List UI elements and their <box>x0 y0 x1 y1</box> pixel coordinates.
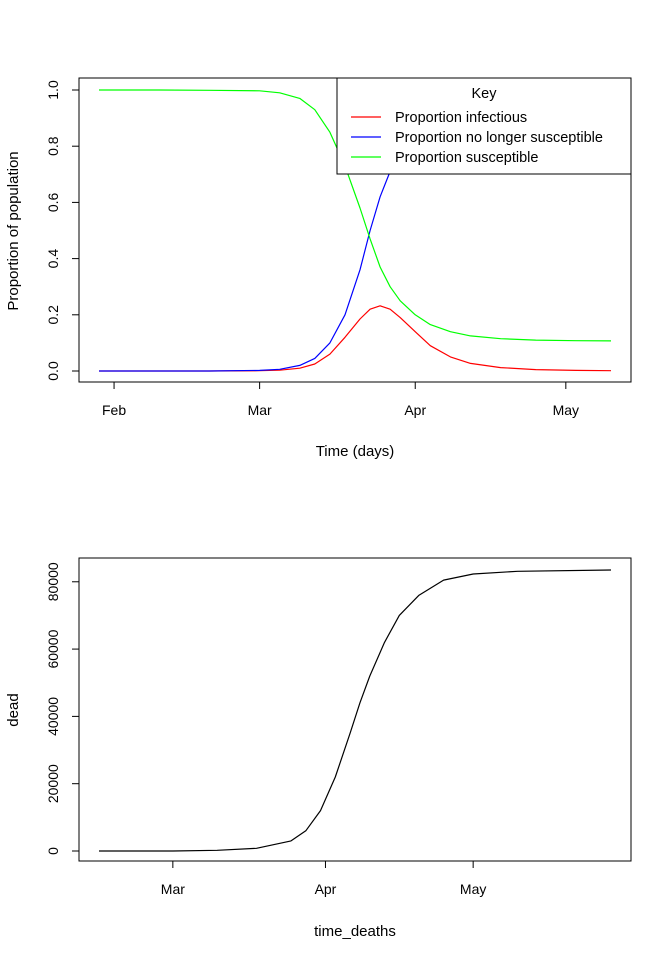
y-tick-label: 80000 <box>45 562 61 601</box>
y-axis-title-1: Proportion of population <box>5 151 22 310</box>
y-tick-label: 0.8 <box>45 136 61 156</box>
series-line <box>99 569 612 852</box>
series-group-2 <box>99 569 612 852</box>
series-line-proportion-infectious <box>99 305 612 372</box>
y-tick-label: 0.6 <box>45 192 61 212</box>
x-tick-label: Feb <box>102 402 126 418</box>
y-tick-label: 0.4 <box>45 249 61 269</box>
x-axis-title-1: Time (days) <box>316 443 395 460</box>
x-tick-label: May <box>553 402 579 418</box>
x-axis-1: Feb Mar Apr May <box>102 381 579 418</box>
x-axis-2: Mar Apr May <box>161 860 486 897</box>
panel-1: Feb Mar Apr May 0.0 0.2 0.4 0.6 0.8 1.0 Time (da… <box>5 77 632 460</box>
legend-label-infectious: Proportion infectious <box>395 110 527 126</box>
y-axis-title-2: dead <box>5 693 22 726</box>
legend-label-susceptible: Proportion susceptible <box>395 150 538 166</box>
y-tick-label: 0.2 <box>45 305 61 325</box>
x-tick-label: Apr <box>404 402 426 418</box>
x-tick-label: Mar <box>161 881 185 897</box>
legend-box <box>336 77 632 175</box>
y-axis-2: 0 20000 40000 60000 80000 <box>45 562 80 855</box>
series-line-proportion-no-longer-susceptible <box>99 161 396 372</box>
panel-2: Mar Apr May 0 20000 40000 60000 80000 time_dea… <box>5 557 632 940</box>
legend: Key Proportion infectious Proportion no … <box>336 77 632 175</box>
y-tick-label: 60000 <box>45 629 61 668</box>
legend-label-no-longer-susceptible: Proportion no longer susceptible <box>395 130 603 146</box>
x-tick-label: Apr <box>315 881 337 897</box>
legend-title: Key <box>472 86 498 102</box>
y-tick-label: 0.0 <box>45 361 61 381</box>
y-axis-1: 0.0 0.2 0.4 0.6 0.8 1.0 <box>45 80 80 381</box>
x-tick-label: May <box>460 881 486 897</box>
y-tick-label: 20000 <box>45 764 61 803</box>
y-tick-label: 40000 <box>45 697 61 736</box>
y-tick-label: 1.0 <box>45 80 61 100</box>
x-tick-label: Mar <box>248 402 272 418</box>
x-axis-title-2: time_deaths <box>314 923 396 940</box>
series-group-1 <box>99 89 612 372</box>
y-tick-label: 0 <box>45 847 61 855</box>
plot-frame-2 <box>78 557 632 862</box>
series-line-proportion-susceptible <box>99 89 612 342</box>
